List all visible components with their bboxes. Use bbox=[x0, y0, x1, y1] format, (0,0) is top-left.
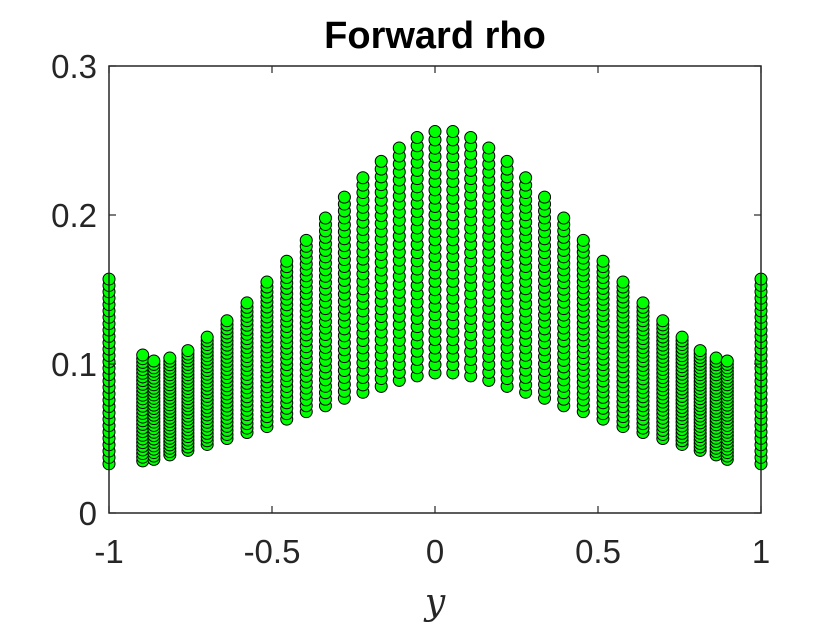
data-point bbox=[280, 254, 294, 268]
data-point bbox=[709, 351, 723, 365]
data-point bbox=[557, 211, 571, 225]
data-point bbox=[538, 190, 552, 204]
data-point bbox=[136, 348, 150, 362]
y-tick-labels: 0 0.1 0.2 0.3 bbox=[51, 48, 97, 532]
data-point bbox=[446, 125, 460, 139]
y-tick-label: 0.2 bbox=[51, 197, 97, 234]
x-tick-label: -0.5 bbox=[244, 533, 301, 570]
data-point bbox=[656, 314, 670, 328]
data-point bbox=[337, 190, 351, 204]
data-point bbox=[428, 125, 442, 139]
y-tick-label: 0.3 bbox=[51, 48, 97, 85]
x-tick-label: -1 bbox=[94, 533, 123, 570]
data-markers bbox=[102, 125, 768, 471]
data-point bbox=[299, 233, 313, 247]
data-point bbox=[374, 154, 388, 168]
data-point bbox=[163, 351, 177, 365]
y-tick-label: 0 bbox=[79, 495, 97, 532]
x-tick-labels: -1 -0.5 0 0.5 1 bbox=[94, 533, 770, 570]
data-point bbox=[616, 275, 630, 289]
data-point bbox=[720, 354, 734, 368]
x-tick-label: 0 bbox=[426, 533, 444, 570]
data-point bbox=[596, 254, 610, 268]
x-axis-label: y bbox=[423, 582, 446, 623]
x-tick-label: 0.5 bbox=[575, 533, 621, 570]
data-point bbox=[392, 141, 406, 155]
data-point bbox=[147, 354, 161, 368]
data-point bbox=[482, 141, 496, 155]
data-point bbox=[410, 131, 424, 145]
data-point bbox=[576, 233, 590, 247]
data-point bbox=[260, 275, 274, 289]
data-point bbox=[240, 296, 254, 310]
data-point bbox=[464, 131, 478, 145]
data-point bbox=[318, 211, 332, 225]
data-point bbox=[636, 296, 650, 310]
chart-title: Forward rho bbox=[324, 15, 546, 57]
data-point bbox=[519, 171, 533, 185]
data-point bbox=[693, 344, 707, 358]
data-point bbox=[181, 344, 195, 358]
data-point bbox=[200, 330, 214, 344]
data-point bbox=[220, 314, 234, 328]
y-tick-label: 0.1 bbox=[51, 346, 97, 383]
x-tick-label: 1 bbox=[752, 533, 770, 570]
data-point bbox=[500, 154, 514, 168]
axis-ticks bbox=[108, 65, 762, 514]
data-point bbox=[356, 171, 370, 185]
data-point bbox=[675, 330, 689, 344]
